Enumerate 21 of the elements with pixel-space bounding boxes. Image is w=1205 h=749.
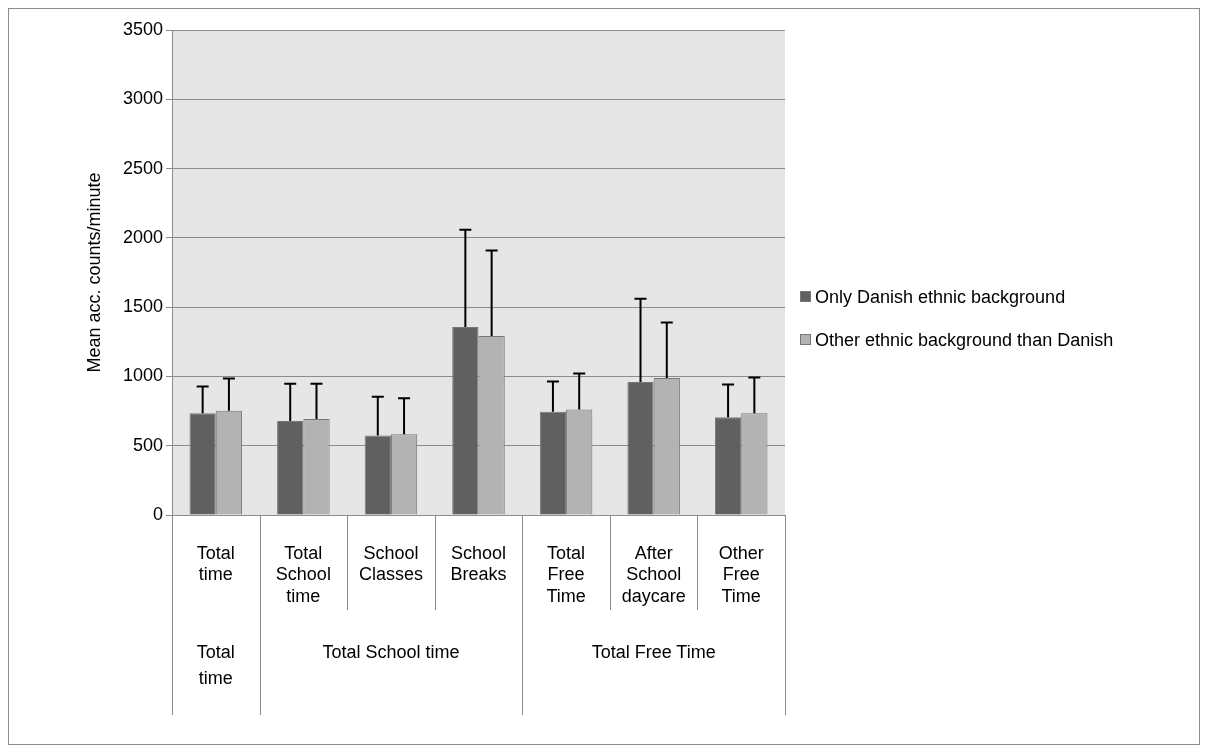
x-tick-label: Other Free Time [718,542,764,606]
text: Total Free Time [591,641,716,662]
legend-label: Other ethnic background than Danish [815,329,1115,352]
y-tick-label: 0 [152,503,163,524]
text: Total School time [322,641,460,662]
y-tick-label: 1500 [122,296,163,317]
text: Total time [196,641,235,688]
y-tick-label: 2000 [122,226,163,247]
y-tick-label: 500 [132,434,163,455]
x-tick-label: Total Free Time [546,542,586,606]
x-tick-label: School Breaks [450,542,507,585]
y-tick-label: 3000 [122,88,163,109]
x-tick-label: After School daycare [621,542,686,606]
y-tick-label: 1000 [122,365,163,386]
x-tick-label: School Classes [358,542,423,585]
legend-label: Only Danish ethnic background [815,286,1067,309]
x-tick-label: Total School time [275,542,331,606]
y-tick-label: 2500 [122,157,163,178]
y-axis-title: Mean acc. counts/minute [83,172,104,373]
y-tick-label: 3500 [122,18,163,39]
x-tick-label: Total time [196,542,235,585]
